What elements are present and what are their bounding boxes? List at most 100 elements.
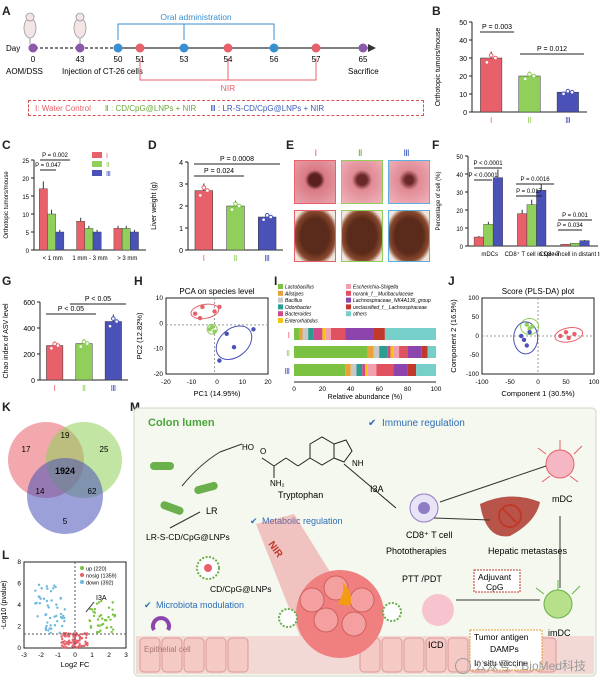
legend-swatch [278,304,283,310]
x-tick-label: 40 [347,386,355,393]
panel-j-chart: Score (PLS-DA) plot Component 1 (30.5%) Co… [449,287,600,398]
data-point [524,343,529,348]
bar [47,213,56,251]
panel-l-volcano: -3 -2 -1 0 1 2 3 0 2 4 6 8 Log2 FC -Log10 (pvalue) up … [1,559,128,669]
p-value-label: P = 0.017 [516,189,542,195]
nosig-point [84,642,87,646]
panel-f-chart: 0 10 20 30 40 50 Percentage of cell (%) mDCs CD8… [436,155,600,258]
venn-circle [27,458,103,534]
photo-group-label: Ⅲ [403,148,410,158]
x-tick-label: 20 [319,386,327,393]
nosig-point [67,641,70,644]
stacked-segment [390,346,394,358]
oh-group-label: HO [242,443,254,452]
up-point [109,618,112,621]
amine-label: NH₂ [270,479,285,488]
nosig-point [65,642,68,645]
stacked-segment [379,346,388,358]
x-tick-label: 60 [376,386,384,393]
nosig-point [77,634,80,637]
p-value-label: P = 0.047 [35,163,61,169]
stacked-segment [294,328,300,340]
p-value-label: P = 0.003 [482,24,512,31]
bar [483,224,494,247]
bar [518,75,541,113]
nosig-point [81,633,85,636]
up-point [89,607,92,611]
liver-photo-g3 [388,210,430,262]
data-point [236,203,242,209]
x-tick-label: 20 [264,379,272,386]
x-tick-label: 10 [239,379,247,386]
data-point [561,91,566,97]
legend-swatch [278,311,283,317]
cd8-label: CD8⁺ T cell [406,530,452,540]
panel-b-chart: 0 10 20 30 40 50 Orthotopic tumors/mouse Ⅰ Ⅱ Ⅲ P =… [435,20,587,125]
check-icon: ✔ [250,516,258,526]
x-tick-label: -10 [187,379,197,386]
lr-lnps-label: LR-S-CD/CpG@LNPs [146,532,230,542]
x-tick-label: Ⅱ [82,384,86,393]
legend-label: Bacteroides [285,312,312,318]
data-point [488,53,494,58]
panel-k-venn: 17 19 25 1924 14 62 5 [8,422,122,534]
liver-photo-g1 [294,210,336,262]
x-tick-label: Ⅱ [234,254,238,263]
x-tick-label: 2 [107,652,111,659]
legend-g2: Ⅱ : CD/CpG@LNPs + NIR [104,103,197,113]
x-tick-label: -50 [505,379,515,386]
schematic-frame [133,407,597,677]
up-point [90,608,94,611]
data-point [566,335,571,341]
aom-label: AOM/DSS [6,67,43,76]
tumor-antigen-label: Tumor antigen [474,632,529,642]
down-point [59,612,63,616]
stacked-segment [416,364,436,376]
y-tick-label: 40 [456,173,463,179]
x-tick-label: Ⅱ [528,116,532,125]
up-point [111,613,115,616]
day-tick: 0 [31,55,36,64]
legend-dot [80,566,84,570]
stacked-segment [399,346,408,358]
stacked-segment [367,364,377,376]
x-tick-label: -20 [161,379,171,386]
stacked-segment [294,346,368,358]
in-situ-label: In situ vaccine [474,658,528,668]
legend-label: up (220) [86,567,107,573]
nir-label: NIR [221,83,236,93]
day-65-dot [358,43,368,53]
bar [526,204,537,247]
down-point [44,628,48,632]
y-axis-label: Orthotopic tumors/mouse [4,171,10,239]
legend-g3: Ⅲ : LR-S-CD/CpG@LNPs + NIR [210,103,325,113]
bar [46,345,64,381]
panel-i-chart: LactobacillusAlistipesBacillusOdoribacte… [278,284,442,400]
panel-g-chart: 0 200 400 600 Chao index of ASV level Ⅰ Ⅱ Ⅲ P < … [3,296,128,393]
chart-title: PCA on species level [179,287,254,296]
data-point [197,193,203,198]
bar [517,213,528,247]
data-point [212,309,217,314]
down-point [59,615,63,619]
y-tick-label: 8 [17,559,21,566]
up-point [96,618,100,621]
stacked-segment [350,364,357,376]
y-tick-label: 30 [459,56,467,63]
up-point [93,607,97,611]
nosig-point [85,633,88,637]
up-point [89,624,93,628]
down-point [63,608,66,611]
data-point [527,330,532,335]
nosig-point [79,637,83,640]
y-tick-label: 1 [179,226,183,233]
arrow [169,511,201,529]
x-tick-label: Ⅲ [565,116,571,125]
data-point [572,331,577,337]
x-tick-label: -100 [475,379,488,386]
venn-count: 1924 [55,466,75,476]
carbonyl-label: O [260,447,266,456]
down-point [48,627,51,630]
up-point [96,624,100,627]
y-tick-label: 30 [456,191,463,197]
